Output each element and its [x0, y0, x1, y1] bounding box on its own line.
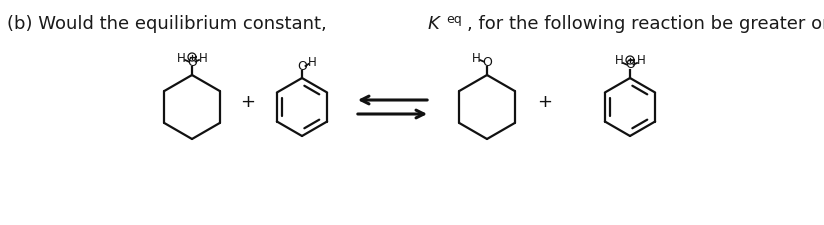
Text: H: H: [637, 54, 645, 68]
Text: +: +: [241, 93, 255, 111]
Text: (b) Would the equilibrium constant,: (b) Would the equilibrium constant,: [7, 15, 333, 33]
Text: H: H: [471, 52, 480, 65]
Text: $K$: $K$: [427, 15, 442, 33]
Text: , for the following reaction be greater or less than 1?  Why?: , for the following reaction be greater …: [466, 15, 824, 33]
Text: H: H: [615, 54, 624, 68]
Text: O: O: [297, 61, 307, 74]
Text: eq: eq: [447, 13, 462, 26]
Text: O: O: [187, 56, 197, 68]
Text: H: H: [307, 56, 316, 68]
Text: H: H: [176, 52, 185, 65]
Text: +: +: [537, 93, 553, 111]
Text: O: O: [482, 56, 492, 68]
Text: H: H: [199, 52, 208, 65]
Text: O: O: [625, 58, 635, 72]
